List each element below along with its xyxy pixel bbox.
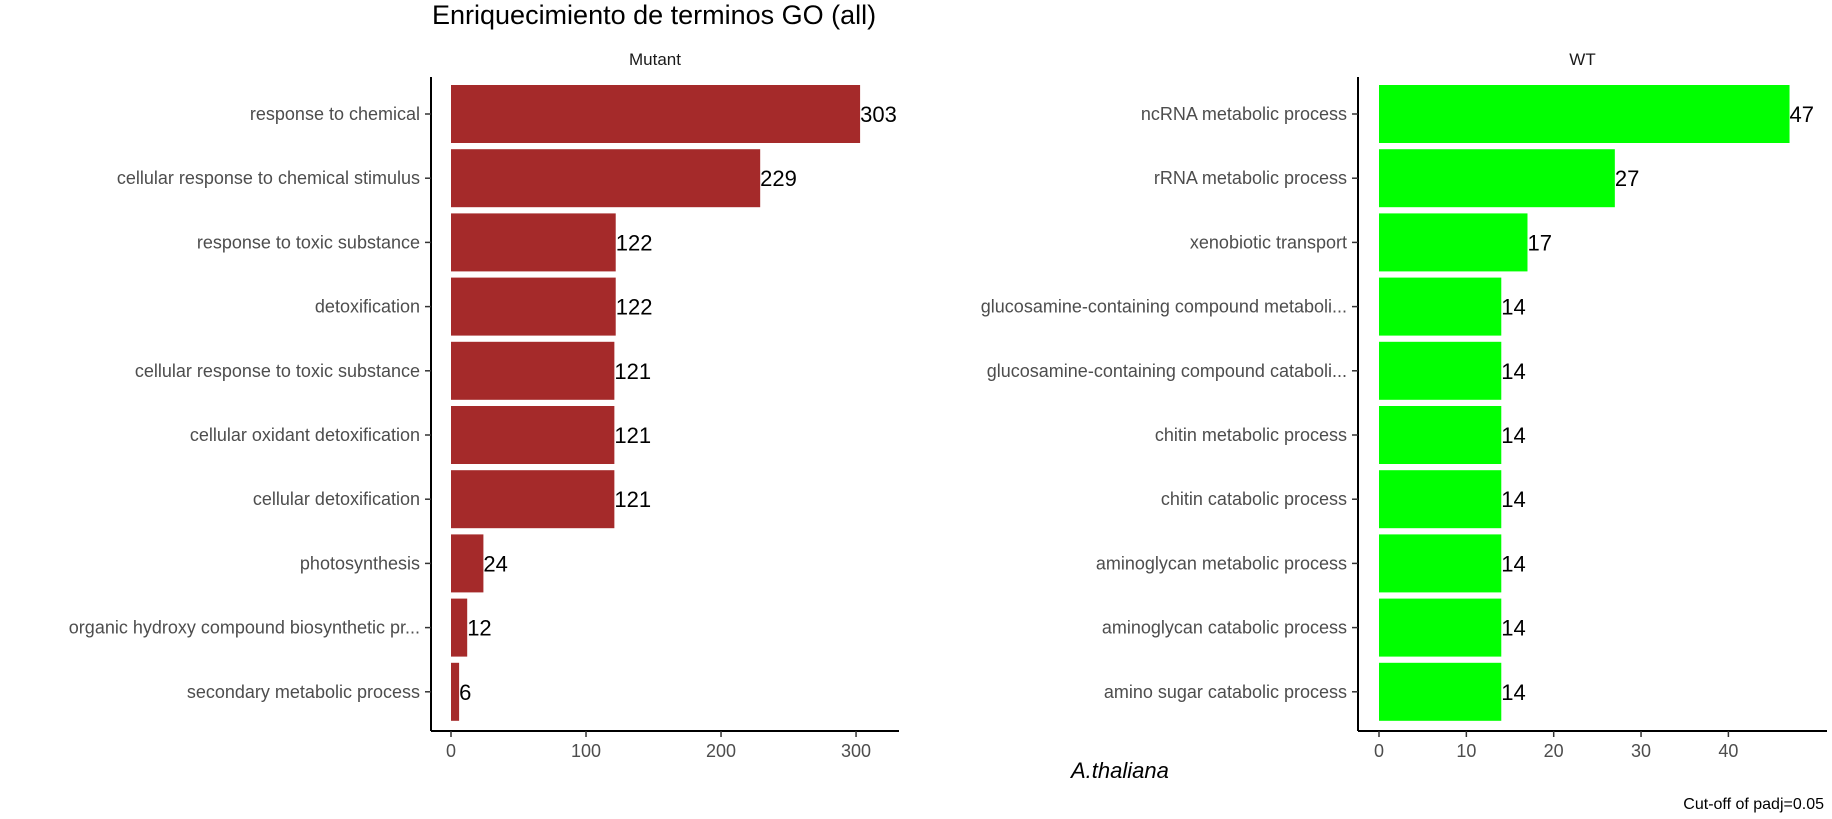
- data-label: 14: [1501, 295, 1525, 320]
- category-label: xenobiotic transport: [1190, 232, 1347, 252]
- bar: [451, 662, 460, 721]
- bar: [451, 277, 616, 336]
- x-tick-label: 40: [1718, 741, 1738, 761]
- x-axis-label: A.thaliana: [1071, 758, 1169, 783]
- data-label: 14: [1501, 680, 1525, 705]
- data-label: 6: [459, 680, 471, 705]
- bar: [451, 85, 861, 143]
- bar: [1379, 534, 1502, 593]
- panel-strip-title: WT: [1569, 50, 1595, 69]
- x-tick-label: 20: [1544, 741, 1564, 761]
- data-label: 121: [614, 359, 651, 384]
- bar: [1379, 662, 1502, 721]
- x-tick-label: 10: [1456, 741, 1476, 761]
- category-label: cellular response to chemical stimulus: [117, 168, 420, 188]
- bar: [1379, 277, 1502, 336]
- data-label: 303: [860, 102, 897, 127]
- data-label: 14: [1501, 359, 1525, 384]
- category-label: rRNA metabolic process: [1154, 168, 1347, 188]
- x-tick-label: 200: [706, 741, 736, 761]
- x-tick-label: 300: [841, 741, 871, 761]
- category-label: chitin catabolic process: [1161, 489, 1347, 509]
- data-label: 17: [1527, 230, 1551, 255]
- category-label: cellular response to toxic substance: [135, 361, 420, 381]
- category-label: response to toxic substance: [197, 232, 420, 252]
- category-label: amino sugar catabolic process: [1104, 682, 1347, 702]
- data-label: 122: [616, 295, 653, 320]
- data-label: 122: [616, 230, 653, 255]
- category-label: detoxification: [315, 297, 420, 317]
- data-label: 14: [1501, 423, 1525, 448]
- category-label: glucosamine-containing compound cataboli…: [987, 361, 1347, 381]
- data-label: 27: [1615, 166, 1639, 191]
- category-label: response to chemical: [250, 104, 420, 124]
- data-label: 14: [1501, 616, 1525, 641]
- bar: [451, 598, 468, 657]
- panel-mutant: Mutant response to chemical cellular respo…: [69, 50, 899, 761]
- chart-title: Enriquecimiento de terminos GO (all): [432, 0, 877, 30]
- bar: [451, 406, 615, 464]
- bar: [1379, 149, 1615, 208]
- data-label: 47: [1790, 102, 1814, 127]
- category-label: cellular oxidant detoxification: [190, 425, 420, 445]
- bar: [451, 213, 616, 272]
- category-label: cellular detoxification: [253, 489, 420, 509]
- bar: [1379, 598, 1502, 657]
- bar: [1379, 406, 1502, 464]
- panel-strip-title: Mutant: [629, 50, 681, 69]
- data-label: 14: [1501, 487, 1525, 512]
- bar: [451, 470, 615, 529]
- category-label: organic hydroxy compound biosynthetic pr…: [69, 618, 420, 638]
- bar: [451, 534, 484, 593]
- bar: [451, 149, 761, 208]
- data-label: 14: [1501, 551, 1525, 576]
- category-label: aminoglycan metabolic process: [1096, 553, 1347, 573]
- bar: [1379, 213, 1528, 272]
- panel-wt: WT ncRNA metabolic process rRNA metabolic …: [981, 50, 1827, 761]
- chart-caption: Cut-off of padj=0.05: [1683, 796, 1824, 813]
- category-label: glucosamine-containing compound metaboli…: [981, 297, 1347, 317]
- bar: [1379, 341, 1502, 400]
- category-label: chitin metabolic process: [1155, 425, 1347, 445]
- x-tick-label: 0: [446, 741, 456, 761]
- category-label: aminoglycan catabolic process: [1102, 618, 1347, 638]
- category-label: photosynthesis: [300, 553, 420, 573]
- bar: [451, 341, 615, 400]
- bar: [1379, 85, 1790, 143]
- x-tick-label: 100: [571, 741, 601, 761]
- x-tick-label: 30: [1631, 741, 1651, 761]
- data-label: 121: [614, 423, 651, 448]
- x-tick-label: 0: [1374, 741, 1384, 761]
- data-label: 121: [614, 487, 651, 512]
- data-label: 229: [760, 166, 797, 191]
- category-label: ncRNA metabolic process: [1141, 104, 1347, 124]
- data-label: 24: [483, 551, 507, 576]
- category-label: secondary metabolic process: [187, 682, 420, 702]
- data-label: 12: [467, 616, 491, 641]
- bar: [1379, 470, 1502, 529]
